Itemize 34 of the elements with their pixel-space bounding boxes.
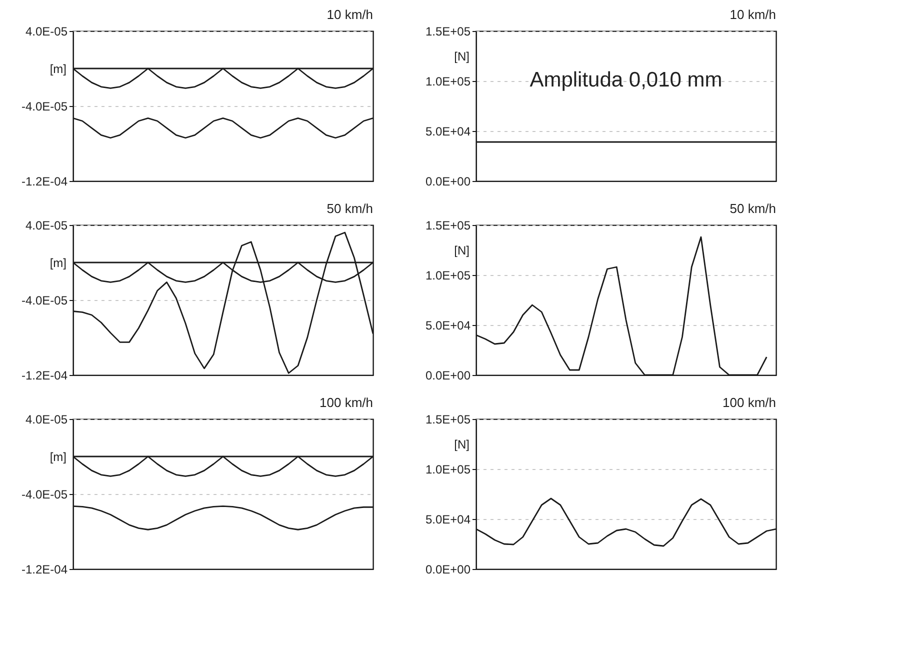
chart-title: 100 km/h xyxy=(722,395,776,410)
y-axis-title: [m] xyxy=(50,450,66,464)
y-tick-label: 1.5E+05 xyxy=(425,412,471,426)
y-tick-label: -1.2E-04 xyxy=(21,368,68,382)
y-tick-label: -4.0E-05 xyxy=(21,100,68,114)
y-tick-label: 1.0E+05 xyxy=(425,268,471,282)
chart-title: 50 km/h xyxy=(326,201,373,216)
y-tick-label: 0.0E+00 xyxy=(425,174,471,188)
y-tick-label: 4.0E-05 xyxy=(25,412,68,426)
y-tick-label: -4.0E-05 xyxy=(21,488,68,502)
chart-title: 50 km/h xyxy=(730,201,776,216)
y-tick-label: 1.5E+05 xyxy=(425,218,471,232)
y-tick-label: 5.0E+04 xyxy=(425,318,471,332)
y-axis-title: [N] xyxy=(454,50,470,64)
chart-title: 10 km/h xyxy=(326,7,373,22)
y-tick-label: 0.0E+00 xyxy=(425,562,471,576)
y-axis-title: [m] xyxy=(50,256,66,270)
y-tick-label: 5.0E+04 xyxy=(425,512,471,526)
y-axis-title: [N] xyxy=(454,244,470,258)
chart-title: 100 km/h xyxy=(320,395,373,410)
y-tick-label: 4.0E-05 xyxy=(25,24,68,38)
chart-title: 10 km/h xyxy=(730,7,776,22)
y-tick-label: -1.2E-04 xyxy=(21,562,68,576)
y-tick-label: 1.0E+05 xyxy=(425,74,471,88)
y-tick-label: 1.0E+05 xyxy=(425,462,471,476)
y-tick-label: -1.2E-04 xyxy=(21,174,68,188)
y-tick-label: 4.0E-05 xyxy=(25,218,68,232)
y-tick-label: 5.0E+04 xyxy=(425,124,471,138)
y-axis-title: [N] xyxy=(454,438,470,452)
y-axis-title: [m] xyxy=(50,62,66,76)
annotation: Amplituda 0,010 mm xyxy=(530,68,722,92)
y-tick-label: -4.0E-05 xyxy=(21,294,68,308)
y-tick-label: 1.5E+05 xyxy=(425,24,471,38)
y-tick-label: 0.0E+00 xyxy=(425,368,471,382)
